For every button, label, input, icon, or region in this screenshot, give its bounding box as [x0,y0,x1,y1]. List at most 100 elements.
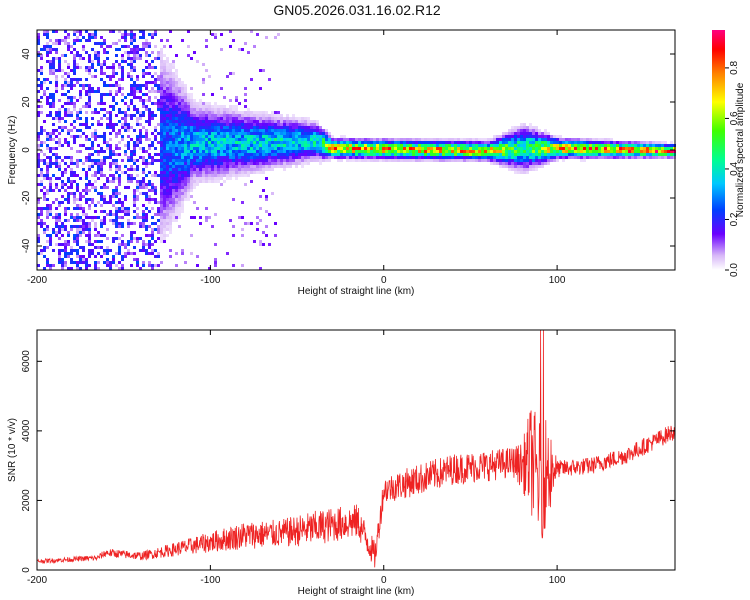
heatmap-cell [652,141,655,144]
heatmap-cell [133,258,136,261]
heatmap-cell [583,159,586,162]
heatmap-cell [58,120,61,123]
heatmap-cell [91,198,94,201]
heatmap-cell [142,243,145,246]
heatmap-cell [154,138,157,141]
heatmap-cell [181,153,184,156]
heatmap-cell [157,174,160,177]
heatmap-cell [118,183,121,186]
heatmap-cell [64,240,67,243]
heatmap-cell [163,90,166,93]
heatmap-cell [154,198,157,201]
heatmap-cell [238,150,241,153]
heatmap-cell [148,201,151,204]
heatmap-cell [172,90,175,93]
heatmap-cell [190,102,193,105]
heatmap-cell [565,138,568,141]
heatmap-cell [112,159,115,162]
heatmap-cell [241,126,244,129]
heatmap-cell [223,141,226,144]
heatmap-cell [85,123,88,126]
heatmap-cell [259,114,262,117]
heatmap-cell [151,186,154,189]
heatmap-cell [253,120,256,123]
heatmap-cell [121,99,124,102]
heatmap-cell [118,132,121,135]
heatmap-cell [253,126,256,129]
heatmap-cell [421,138,424,141]
heatmap-cell [220,123,223,126]
heatmap-cell [421,150,424,153]
heatmap-cell [37,36,40,39]
heatmap-cell [256,117,259,120]
heatmap-cell [154,189,157,192]
heatmap-cell [115,72,118,75]
heatmap-cell [193,201,196,204]
heatmap-cell [70,246,73,249]
heatmap-cell [130,57,133,60]
heatmap-cell [487,150,490,153]
heatmap-cell [73,240,76,243]
heatmap-cell [187,111,190,114]
heatmap-cell [253,144,256,147]
heatmap-cell [136,123,139,126]
heatmap-cell [352,150,355,153]
heatmap-cell [349,147,352,150]
heatmap-cell [91,243,94,246]
heatmap-cell [337,153,340,156]
heatmap-cell [241,144,244,147]
heatmap-cell [247,135,250,138]
heatmap-cell [274,156,277,159]
heatmap-cell [238,153,241,156]
heatmap-cell [43,129,46,132]
heatmap-cell [205,117,208,120]
heatmap-cell [82,45,85,48]
heatmap-cell [184,195,187,198]
heatmap-cell [40,126,43,129]
heatmap-cell [196,147,199,150]
heatmap-cell [196,117,199,120]
heatmap-cell [295,126,298,129]
heatmap-cell [46,261,49,264]
heatmap-cell [145,198,148,201]
heatmap-cell [190,117,193,120]
heatmap-cell [178,150,181,153]
heatmap-cell [55,165,58,168]
heatmap-cell [199,99,202,102]
heatmap-cell [235,114,238,117]
heatmap-cell [256,138,259,141]
heatmap-cell [181,102,184,105]
heatmap-cell [259,195,262,198]
heatmap-cell [364,144,367,147]
heatmap-cell [229,165,232,168]
heatmap-cell [181,81,184,84]
heatmap-cell [118,147,121,150]
heatmap-cell [229,114,232,117]
heatmap-cell [58,237,61,240]
heatmap-cell [166,96,169,99]
heatmap-cell [262,168,265,171]
heatmap-cell [217,129,220,132]
heatmap-cell [145,108,148,111]
heatmap-cell [70,78,73,81]
heatmap-cell [130,75,133,78]
heatmap-cell [61,258,64,261]
heatmap-cell [640,141,643,144]
heatmap-cell [64,93,67,96]
heatmap-cell [40,141,43,144]
heatmap-cell [289,144,292,147]
heatmap-cell [493,159,496,162]
heatmap-cell [196,150,199,153]
heatmap-cell [253,117,256,120]
heatmap-cell [97,42,100,45]
heatmap-cell [40,168,43,171]
heatmap-cell [325,129,328,132]
heatmap-cell [118,165,121,168]
heatmap-cell [37,237,40,240]
heatmap-cell [535,144,538,147]
heatmap-cell [79,207,82,210]
heatmap-cell [148,153,151,156]
heatmap-cell [370,150,373,153]
heatmap-cell [127,114,130,117]
